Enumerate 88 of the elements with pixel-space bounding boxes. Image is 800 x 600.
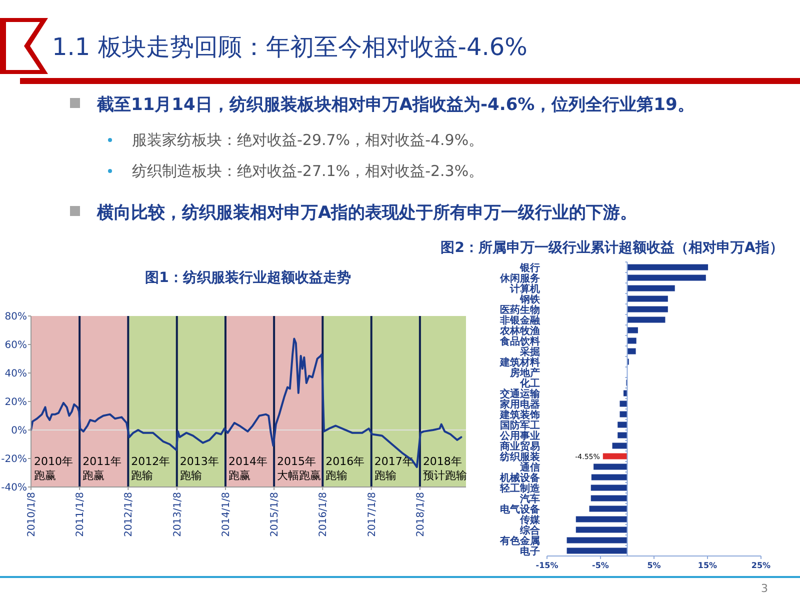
x-tick-label: 2010/1/8 bbox=[26, 492, 38, 537]
y-tick-label: -40% bbox=[1, 482, 27, 494]
bar bbox=[576, 526, 628, 533]
y-tick-label: 建筑装饰 bbox=[499, 408, 540, 421]
y-tick-label: 建筑材料 bbox=[499, 356, 540, 368]
x-tick-label: 15% bbox=[698, 561, 718, 570]
bar bbox=[627, 316, 666, 323]
y-tick-label: 综合 bbox=[519, 524, 541, 536]
bar bbox=[620, 400, 628, 407]
y-tick-label: 非银金融 bbox=[499, 314, 541, 326]
bar bbox=[602, 453, 628, 460]
y-tick-label: 食品饮料 bbox=[499, 335, 540, 348]
x-tick-label: 2014/1/8 bbox=[220, 492, 232, 537]
x-tick-label: 2011/1/8 bbox=[75, 492, 86, 537]
y-tick-label: 计算机 bbox=[509, 282, 540, 295]
y-tick-label: 休闲服务 bbox=[499, 272, 540, 284]
y-tick-label: 60% bbox=[4, 340, 27, 351]
bar bbox=[627, 327, 638, 334]
y-tick-label: 公用事业 bbox=[499, 430, 540, 442]
x-tick-label: 25% bbox=[751, 561, 771, 570]
x-tick-label: 2015/1/8 bbox=[270, 492, 281, 537]
y-tick-label: 国防军工 bbox=[500, 419, 540, 432]
bar bbox=[590, 484, 628, 491]
y-tick-label: 传媒 bbox=[519, 514, 541, 526]
y-tick-label: 0% bbox=[11, 426, 27, 436]
x-tick-label: -15% bbox=[536, 561, 558, 570]
bar bbox=[566, 548, 628, 554]
y-tick-label: 交通运输 bbox=[499, 388, 541, 400]
text: 纺织制造板块：绝对收益-27.1%，相对收益-2.3%。 bbox=[132, 162, 484, 180]
band-label: 2013年跑输 bbox=[180, 455, 219, 482]
bar bbox=[590, 495, 628, 502]
x-tick-label: 5% bbox=[647, 561, 661, 570]
y-tick-label: 有色金属 bbox=[499, 534, 540, 547]
bar bbox=[627, 306, 668, 312]
bar bbox=[627, 274, 706, 281]
y-tick-label: 医药生物 bbox=[500, 304, 540, 316]
line-series bbox=[30, 338, 462, 468]
y-tick-label: 纺织服装 bbox=[499, 450, 541, 463]
bar bbox=[620, 411, 628, 418]
text: 3 bbox=[761, 582, 768, 595]
bar bbox=[627, 264, 708, 270]
band-label: 2015年大幅跑赢 bbox=[277, 455, 322, 482]
y-tick-label: 电气设备 bbox=[500, 503, 541, 516]
y-tick-label: 40% bbox=[4, 368, 27, 380]
y-tick-label: 化工 bbox=[519, 377, 540, 390]
y-tick-label: 房地产 bbox=[509, 366, 540, 379]
y-tick-label: 银行 bbox=[519, 262, 540, 274]
y-tick-label: 通信 bbox=[519, 461, 540, 474]
band-label: 2012年跑输 bbox=[131, 455, 170, 482]
band-label: 2010年跑赢 bbox=[34, 455, 73, 482]
y-tick-label: 汽车 bbox=[519, 492, 540, 505]
bar bbox=[612, 442, 628, 449]
y-tick-label: 家用电器 bbox=[499, 398, 540, 410]
text: 1.1 板块走势回顾：年初至今相对收益-4.6% bbox=[52, 33, 528, 61]
band-label: 2011年跑赢 bbox=[82, 455, 122, 482]
bar bbox=[566, 537, 628, 544]
chart-title: 图1：纺织服装行业超额收益走势 bbox=[145, 269, 351, 286]
bar bbox=[589, 506, 628, 512]
y-tick-label: 电子 bbox=[520, 545, 540, 558]
text: 横向比较，纺织服装相对申万A指的表现处于所有申万一级行业的下游。 bbox=[96, 203, 638, 223]
bar bbox=[627, 296, 668, 302]
x-tick-label: -5% bbox=[592, 561, 609, 570]
bar bbox=[618, 432, 628, 438]
x-tick-label: 2018/1/8 bbox=[415, 492, 426, 537]
y-tick-label: 采掘 bbox=[519, 346, 540, 358]
y-tick-label: 轻工制造 bbox=[499, 482, 541, 494]
chart-title: 图2：所属申万一级行业累计超额收益（相对申万A指） bbox=[440, 239, 784, 256]
y-tick-label: 农林牧渔 bbox=[499, 324, 540, 337]
y-tick-label: 钢铁 bbox=[519, 293, 541, 306]
x-tick-label: 2012/1/8 bbox=[124, 492, 135, 537]
bar bbox=[594, 464, 628, 470]
bar bbox=[576, 516, 628, 522]
y-tick-label: 80% bbox=[4, 312, 27, 322]
x-tick-label: 2013/1/8 bbox=[172, 492, 184, 537]
text: 截至11月14日，纺织服装板块相对申万A指收益为-4.6%，位列全行业第19。 bbox=[96, 95, 694, 115]
bar bbox=[618, 422, 628, 428]
x-tick-label: 2017/1/8 bbox=[366, 492, 378, 537]
y-tick-label: 商业贸易 bbox=[499, 440, 540, 452]
band-label: 2018年预计跑输 bbox=[422, 455, 467, 482]
text: 服装家纺板块：绝对收益-29.7%，相对收益-4.9%。 bbox=[132, 131, 484, 149]
x-tick-label: 2016/1/8 bbox=[318, 492, 330, 537]
y-tick-label: 机械设备 bbox=[499, 472, 541, 484]
bar bbox=[627, 285, 675, 292]
band-label: 2014年跑赢 bbox=[228, 455, 268, 482]
y-tick-label: -20% bbox=[1, 454, 27, 465]
y-tick-label: 20% bbox=[4, 397, 27, 408]
bar bbox=[591, 474, 628, 480]
band-label: 2016年跑输 bbox=[326, 455, 365, 482]
